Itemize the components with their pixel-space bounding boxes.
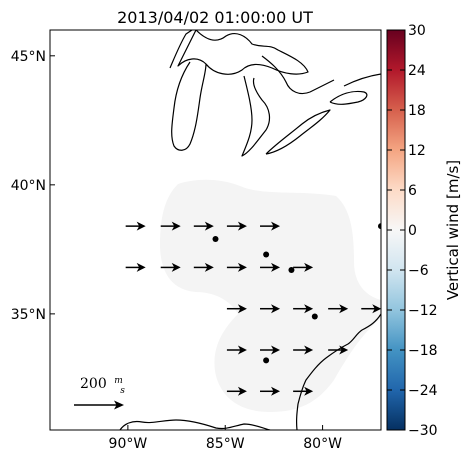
reference-arrow-label: 200 m s bbox=[80, 371, 127, 396]
wind-vector bbox=[260, 345, 281, 355]
station-marker bbox=[311, 313, 318, 320]
station-marker bbox=[378, 223, 381, 230]
colorbar-tick-label: 6 bbox=[408, 183, 417, 199]
wind-vector bbox=[293, 345, 314, 355]
coastlines bbox=[119, 30, 381, 430]
wind-vector bbox=[193, 262, 214, 272]
reference-arrow-speed: 200 bbox=[80, 376, 107, 392]
wind-vector bbox=[160, 221, 181, 231]
lake-ontario-shore bbox=[329, 90, 368, 105]
wind-vector bbox=[328, 345, 349, 355]
station-marker bbox=[288, 267, 295, 273]
colorbar-tick-label: 18 bbox=[408, 103, 426, 119]
colorbar-tick-label: −18 bbox=[408, 343, 438, 359]
reference-arrow-unit-den: s bbox=[120, 386, 125, 396]
x-tick-label: 85°W bbox=[206, 436, 245, 452]
wind-vector bbox=[260, 262, 281, 272]
y-tick-label: 40°N bbox=[11, 178, 46, 194]
northeast-coast bbox=[343, 73, 381, 87]
colorbar-tick-label: 24 bbox=[408, 63, 426, 79]
y-axis-ticks: 45°N 40°N 35°N bbox=[11, 49, 55, 323]
lake-superior-shore bbox=[169, 30, 309, 75]
wind-vector bbox=[293, 304, 314, 314]
wind-vector bbox=[226, 304, 247, 314]
station-marker bbox=[212, 236, 219, 243]
lake-michigan-shore bbox=[171, 61, 207, 151]
wind-vectors bbox=[125, 221, 381, 396]
lake-huron-shore bbox=[241, 55, 335, 157]
wind-vector bbox=[160, 262, 181, 272]
x-tick-label: 90°W bbox=[109, 436, 148, 452]
wind-vector bbox=[260, 386, 281, 396]
colorbar-label: Vertical wind [m/s] bbox=[444, 160, 462, 300]
wind-vector bbox=[226, 221, 247, 231]
wind-vector bbox=[125, 221, 146, 231]
wind-vector bbox=[226, 386, 247, 396]
wind-vector bbox=[260, 304, 281, 314]
x-tick-label: 80°W bbox=[303, 436, 342, 452]
atlantic-coast bbox=[295, 313, 381, 430]
lake-erie-shore bbox=[265, 109, 331, 155]
reference-arrow-head bbox=[114, 400, 124, 410]
gulf-coast bbox=[119, 419, 271, 430]
y-tick-label: 35°N bbox=[11, 307, 46, 323]
wind-vector bbox=[328, 304, 349, 314]
reference-arrow-unit-num: m bbox=[114, 376, 123, 386]
colorbar-tick-label: −24 bbox=[408, 383, 438, 399]
colorbar-tick-label: −12 bbox=[408, 303, 438, 319]
colorbar-tick-label: −6 bbox=[408, 263, 429, 279]
colorbar-tick-label: 30 bbox=[408, 23, 426, 39]
map-panel: 200 m s bbox=[49, 29, 382, 431]
wind-vector bbox=[226, 345, 247, 355]
map-title: 2013/04/02 01:00:00 UT bbox=[117, 8, 313, 27]
reference-arrow: 200 m s bbox=[74, 371, 127, 410]
colorbar-tick-label: 12 bbox=[408, 143, 426, 159]
wind-vector bbox=[260, 221, 281, 231]
colorbar-tick-label: −30 bbox=[408, 423, 438, 439]
station-marker bbox=[263, 251, 270, 258]
wind-vector bbox=[361, 304, 381, 314]
colorbar: 30 24 18 12 6 0 −6 −12 −18 −24 −30 Vertical wind [… bbox=[386, 23, 462, 439]
wind-vector bbox=[193, 221, 214, 231]
y-tick-label: 45°N bbox=[11, 49, 46, 65]
wind-vector bbox=[226, 262, 247, 272]
wind-vector bbox=[293, 262, 314, 272]
station-marker bbox=[263, 357, 270, 364]
colorbar-ticks: 30 24 18 12 6 0 −6 −12 −18 −24 −30 bbox=[387, 23, 438, 439]
station-markers bbox=[212, 223, 381, 364]
x-axis-ticks: 90°W 85°W 80°W bbox=[109, 425, 342, 452]
wind-vector bbox=[125, 262, 146, 272]
wind-vector bbox=[293, 386, 314, 396]
colorbar-tick-label: 0 bbox=[408, 223, 417, 239]
map-frame bbox=[49, 29, 382, 431]
